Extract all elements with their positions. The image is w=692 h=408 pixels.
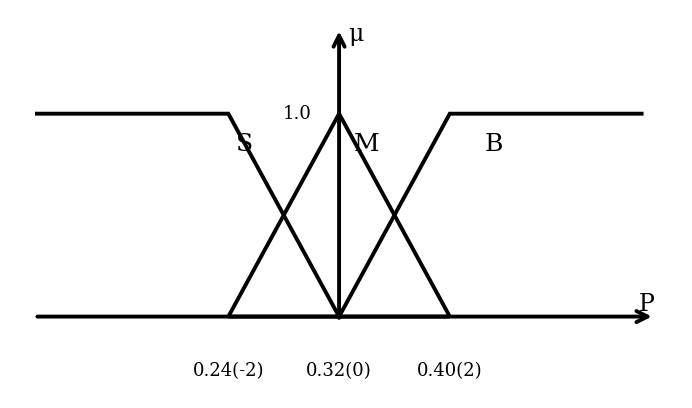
Text: 0.32(0): 0.32(0) xyxy=(306,362,372,380)
Text: 0.24(-2): 0.24(-2) xyxy=(192,362,264,380)
Text: S: S xyxy=(237,133,253,155)
Text: 1.0: 1.0 xyxy=(283,105,312,123)
Text: B: B xyxy=(485,133,503,155)
Text: μ: μ xyxy=(348,23,363,46)
Text: 0.40(2): 0.40(2) xyxy=(417,362,482,380)
Text: P: P xyxy=(639,293,654,316)
Text: M: M xyxy=(354,133,380,155)
